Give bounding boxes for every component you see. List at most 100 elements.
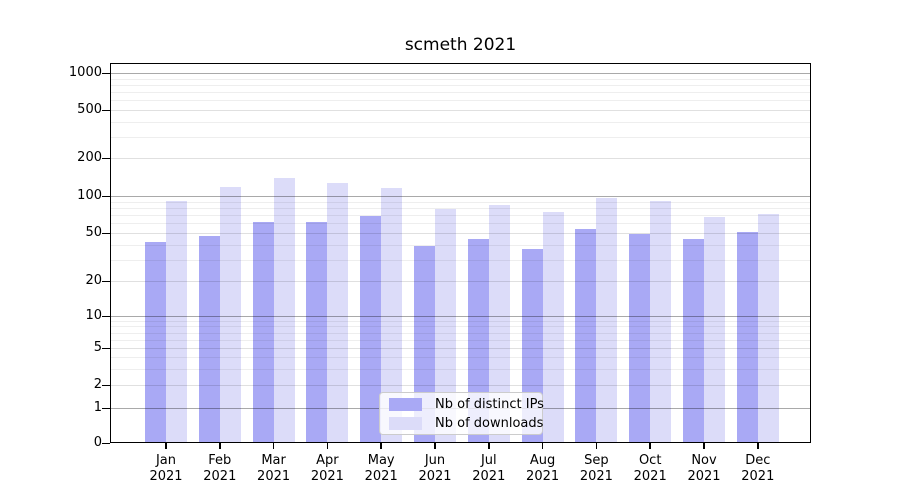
- y-tick-label-200: 200: [77, 150, 102, 165]
- y-tick-label-50: 50: [85, 225, 102, 240]
- x-tick-label-feb: Feb 2021: [203, 453, 237, 484]
- y-gridline-20: [110, 281, 811, 282]
- y-minor-gridline-7: [110, 332, 811, 334]
- legend-swatch-distinct-ips: [389, 397, 422, 411]
- x-tick-mark-aug: [541, 443, 544, 449]
- y-tick-label-0: 0: [93, 435, 102, 450]
- y-gridline-200: [110, 158, 811, 159]
- x-tick-mark-jan: [165, 443, 167, 449]
- y-tick-label-2: 2: [93, 377, 102, 392]
- y-minor-gridline-800: [110, 84, 811, 86]
- y-tick-mark-20: [102, 280, 110, 282]
- bar-downloads-may: [381, 188, 403, 443]
- y-tick-mark-1: [102, 407, 110, 409]
- y-tick-mark-0: [102, 442, 110, 444]
- y-minor-gridline-70: [110, 215, 811, 216]
- bar-ips-dec: [736, 231, 758, 443]
- x-tick-label-aug: Aug 2021: [526, 453, 560, 484]
- legend-item-distinct-ips: Nb of distinct IPs: [389, 397, 544, 412]
- bar-ips-feb: [198, 236, 220, 443]
- x-tick-label-dec: Dec 2021: [741, 453, 775, 484]
- bar-ips-jul: [467, 238, 489, 443]
- y-gridline-2: [110, 385, 811, 386]
- legend-item-downloads: Nb of downloads: [389, 416, 543, 431]
- x-tick-label-jan: Jan 2021: [149, 453, 183, 484]
- bar-downloads-mar: [273, 177, 295, 443]
- x-tick-mark-apr: [326, 443, 329, 449]
- bar-ips-oct: [629, 234, 651, 443]
- bar-ips-jan: [145, 242, 166, 443]
- plot-area: Nb of distinct IPs Nb of downloads 0 1 2 5 1…: [69, 63, 811, 484]
- y-tick-label-1: 1: [93, 400, 102, 415]
- x-tick-mark-jul: [488, 443, 490, 449]
- x-tick-label-jul: Jul 2021: [472, 453, 506, 484]
- bar-ips-may: [360, 215, 382, 443]
- y-minor-gridline-700: [110, 92, 811, 93]
- y-minor-gridline-3: [110, 368, 811, 370]
- bar-ips-mar: [252, 221, 274, 443]
- y-minor-gridline-900: [110, 78, 811, 80]
- bar-downloads-jun: [435, 208, 456, 443]
- y-minor-gridline-80: [110, 207, 811, 209]
- x-tick-mark-nov: [703, 443, 705, 449]
- x-tick-mark-dec: [757, 443, 759, 449]
- x-tick-mark-oct: [649, 443, 651, 449]
- y-tick-mark-5: [102, 347, 110, 349]
- y-minor-gridline-30: [110, 259, 811, 261]
- bar-ips-sep: [575, 228, 597, 443]
- y-tick-mark-500: [102, 109, 110, 111]
- y-gridline-1000: [110, 73, 811, 74]
- legend-label-downloads: Nb of downloads: [435, 415, 544, 431]
- y-minor-gridline-300: [110, 136, 811, 138]
- x-tick-mark-sep: [595, 443, 598, 449]
- x-tick-label-nov: Nov 2021: [687, 453, 721, 484]
- y-minor-gridline-90: [110, 201, 811, 203]
- y-gridline-500: [110, 110, 811, 111]
- bar-downloads-feb: [219, 186, 241, 443]
- y-tick-label-10: 10: [85, 308, 102, 323]
- x-tick-label-sep: Sep 2021: [579, 453, 613, 484]
- y-minor-gridline-9: [110, 320, 811, 322]
- x-tick-label-apr: Apr 2021: [310, 453, 344, 484]
- y-gridline-50: [110, 233, 811, 234]
- bar-downloads-sep: [596, 198, 618, 443]
- y-tick-label-20: 20: [85, 273, 102, 288]
- y-minor-gridline-600: [110, 100, 811, 102]
- y-minor-gridline-8: [110, 326, 811, 328]
- y-minor-gridline-60: [110, 223, 811, 225]
- y-tick-mark-10: [102, 315, 110, 317]
- legend-label-distinct-ips: Nb of distinct IPs: [435, 396, 544, 412]
- x-tick-label-may: May 2021: [364, 453, 398, 484]
- y-tick-label-1000: 1000: [68, 65, 102, 80]
- x-tick-label-mar: Mar 2021: [257, 453, 291, 484]
- bar-ips-nov: [683, 238, 704, 443]
- x-tick-mark-mar: [272, 443, 275, 449]
- chart-title: scmeth 2021: [404, 35, 517, 55]
- y-gridline-10: [110, 316, 811, 317]
- x-tick-mark-may: [380, 443, 382, 449]
- y-tick-mark-100: [102, 195, 110, 197]
- y-tick-mark-2: [102, 384, 110, 386]
- bar-downloads-apr: [327, 183, 349, 443]
- bar-downloads-nov: [704, 217, 725, 443]
- y-tick-mark-1000: [102, 72, 110, 74]
- x-tick-mark-feb: [219, 443, 221, 449]
- y-gridline-5: [110, 348, 811, 349]
- y-tick-label-5: 5: [93, 340, 102, 355]
- bar-downloads-jul: [488, 204, 510, 443]
- y-minor-gridline-4: [110, 357, 811, 358]
- y-tick-label-500: 500: [77, 102, 102, 117]
- x-tick-label-jun: Jun 2021: [418, 453, 452, 484]
- y-minor-gridline-40: [110, 244, 811, 246]
- legend: Nb of distinct IPs Nb of downloads: [379, 392, 544, 435]
- y-tick-mark-50: [102, 232, 110, 234]
- y-tick-label-100: 100: [77, 188, 102, 203]
- x-tick-mark-jun: [434, 443, 436, 449]
- y-gridline-100: [110, 196, 811, 197]
- legend-swatch-downloads: [389, 416, 422, 430]
- y-tick-mark-200: [102, 157, 110, 159]
- y-minor-gridline-400: [110, 121, 811, 123]
- x-tick-label-oct: Oct 2021: [633, 453, 667, 484]
- y-minor-gridline-6: [110, 339, 811, 341]
